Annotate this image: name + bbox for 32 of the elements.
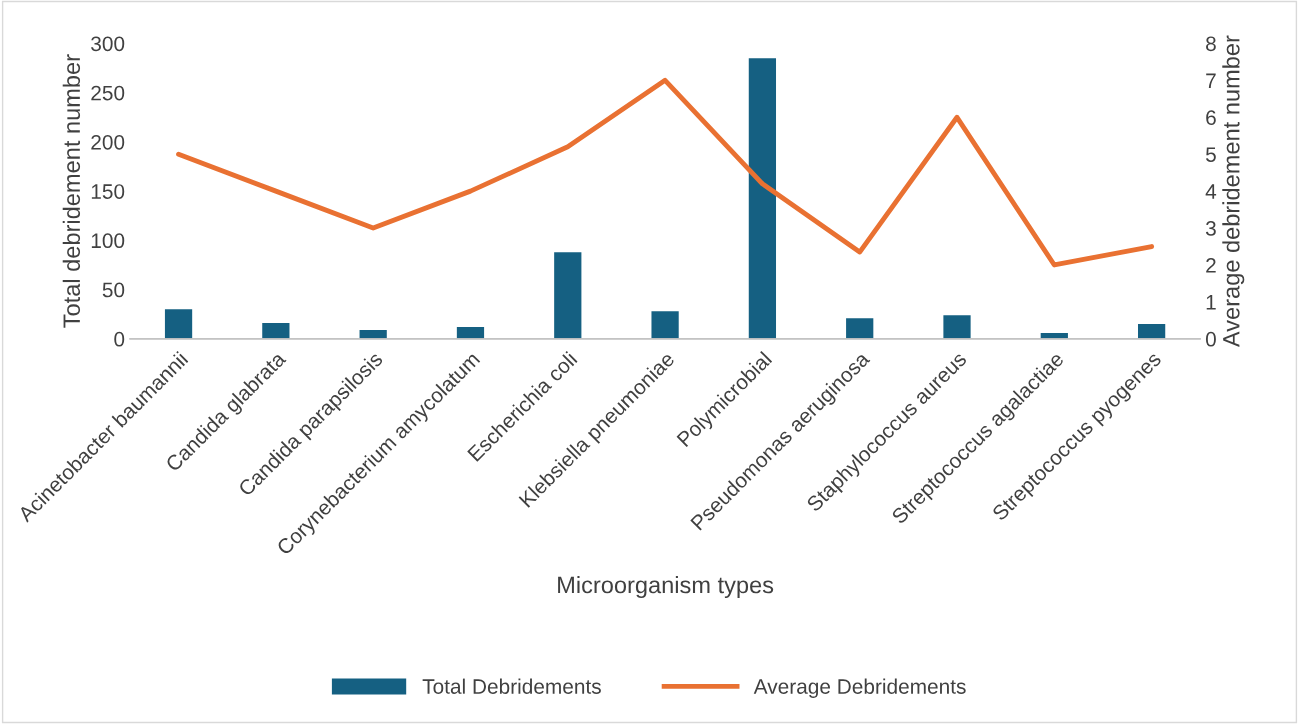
y2-axis-title: Average debridement number (1222, 35, 1245, 348)
bar (456, 327, 485, 339)
x-axis-title: Microorganism types (558, 576, 774, 599)
bar (554, 252, 582, 339)
y-tick-label: 150 (91, 184, 125, 199)
y2-tick-label: 4 (1205, 184, 1217, 199)
y-tick-label: 0 (114, 331, 125, 347)
line-series (176, 77, 1155, 268)
y2-tick-label: 7 (1206, 73, 1216, 88)
y2-tick-label: 1 (1206, 295, 1216, 310)
y2-tick-label: 6 (1206, 110, 1216, 126)
bar (943, 315, 971, 339)
y-tick-label: 200 (91, 134, 125, 150)
y-tick-label: 50 (102, 282, 125, 298)
bar (651, 311, 679, 339)
bar (262, 323, 290, 339)
y2-tick-label: 5 (1205, 147, 1216, 162)
y-tick-label: 250 (91, 85, 125, 101)
bar (846, 318, 874, 339)
y-tick-label: 300 (91, 36, 125, 52)
bar (164, 309, 193, 339)
bar (748, 58, 777, 339)
legend-label: Total Debridements (422, 678, 601, 694)
legend-label: Average Debridements (753, 678, 966, 699)
y-tick-label: 100 (91, 233, 125, 249)
y2-tick-label: 8 (1206, 36, 1216, 52)
y2-tick-label: 3 (1205, 221, 1216, 236)
y2-tick-label: 2 (1206, 257, 1216, 273)
bar (1138, 324, 1166, 339)
y2-tick-label: 0 (1205, 331, 1216, 347)
bar (359, 329, 387, 339)
y-axis-title: Total debridement number (62, 54, 81, 328)
